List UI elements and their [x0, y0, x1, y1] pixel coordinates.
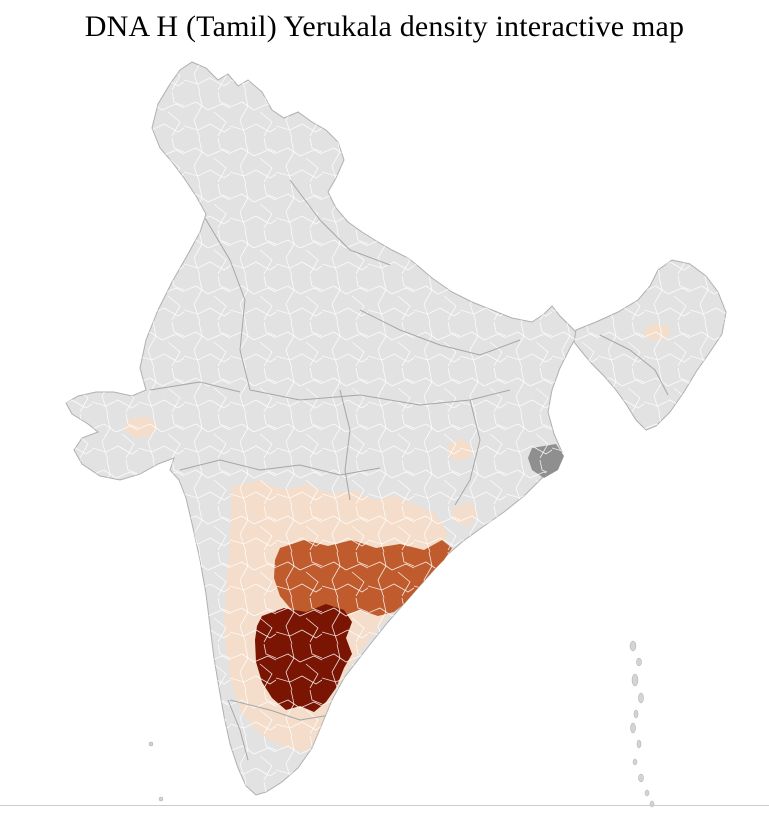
state-borders	[149, 179, 669, 761]
bottom-divider	[0, 805, 769, 806]
page-title: DNA H (Tamil) Yerukala density interacti…	[84, 10, 685, 43]
andaman-islands[interactable]	[629, 640, 655, 808]
lakshadweep-islands[interactable]	[148, 741, 164, 802]
